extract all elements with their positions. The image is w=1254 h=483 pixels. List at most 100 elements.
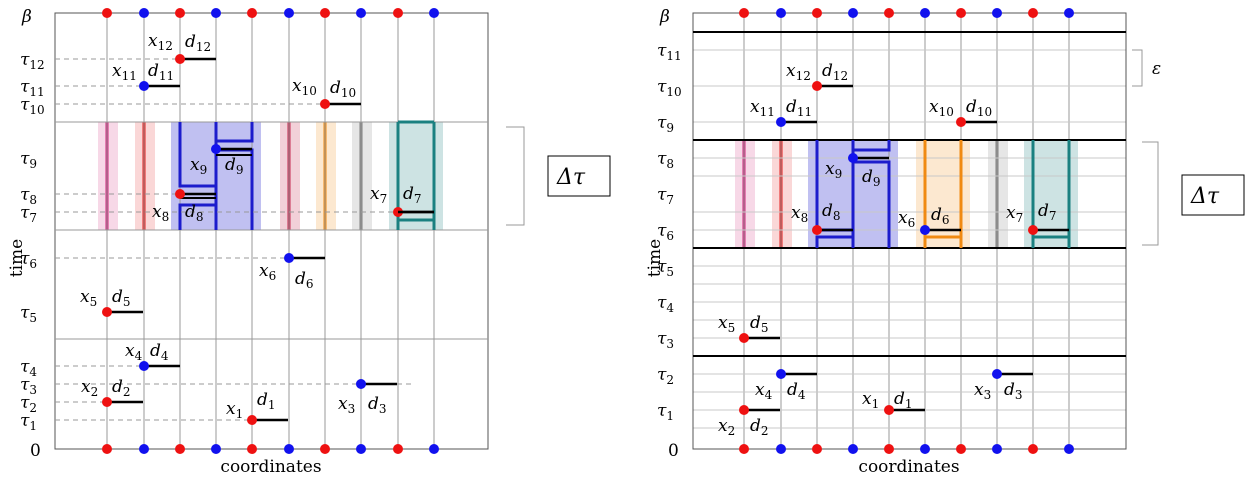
bottom-dot-left xyxy=(356,444,366,454)
y-axis-label-right: time xyxy=(645,239,665,277)
teal-block-left xyxy=(396,120,436,230)
tau-label-left: τ1 xyxy=(20,411,37,433)
point-x-label-right: x2 xyxy=(718,416,735,438)
zero-label-right: 0 xyxy=(668,441,679,461)
top-dot-left xyxy=(284,8,294,18)
event-point-left xyxy=(211,144,221,154)
point-d-label-left: d8 xyxy=(185,202,204,224)
event-point-right xyxy=(920,225,930,235)
point-d-label-left: d1 xyxy=(257,390,276,412)
top-dot-left xyxy=(393,8,403,18)
tau-label-right: τ6 xyxy=(657,221,674,243)
bottom-dot-left xyxy=(247,444,257,454)
point-d-label-right: d8 xyxy=(822,201,841,223)
top-dot-left xyxy=(211,8,221,18)
tau-label-right: τ7 xyxy=(657,185,674,207)
point-x-label-right: x9 xyxy=(825,159,842,181)
point-d-label-left: d9 xyxy=(225,155,244,177)
point-d-label-left: d6 xyxy=(295,269,314,291)
top-dot-right xyxy=(992,8,1002,18)
event-point-left xyxy=(102,307,112,317)
point-d-label-right: d9 xyxy=(862,167,881,189)
bottom-dot-left xyxy=(211,444,221,454)
bottom-dot-right xyxy=(1028,444,1038,454)
delta-box-right xyxy=(1181,174,1245,216)
tau-label-left: τ3 xyxy=(20,375,37,397)
event-point-left xyxy=(175,189,185,199)
event-point-right xyxy=(739,405,749,415)
event-point-right xyxy=(884,405,894,415)
point-x-label-left: x7 xyxy=(370,184,387,206)
tau-label-left: τ7 xyxy=(20,203,37,225)
point-x-label-left: x12 xyxy=(148,31,173,53)
top-dot-right xyxy=(956,8,966,18)
event-point-left xyxy=(139,81,149,91)
bottom-dot-right xyxy=(992,444,1002,454)
point-x-label-right: x4 xyxy=(755,380,773,402)
point-d-label-left: d5 xyxy=(112,287,131,309)
top-dot-left xyxy=(429,8,439,18)
x-axis-label-right: coordinates xyxy=(858,457,959,477)
top-dot-right xyxy=(848,8,858,18)
point-x-label-left: x3 xyxy=(338,394,355,416)
tau-label-right: τ8 xyxy=(657,149,674,171)
top-dot-right xyxy=(920,8,930,18)
point-d-label-left: d4 xyxy=(150,341,169,363)
bottom-dot-right xyxy=(884,444,894,454)
point-d-label-right: d3 xyxy=(1004,380,1023,402)
event-point-left xyxy=(320,99,330,109)
top-dot-right xyxy=(1028,8,1038,18)
point-x-label-right: x1 xyxy=(862,389,879,411)
delta-label-right: Δτ xyxy=(1190,184,1220,209)
bottom-dot-right xyxy=(739,444,749,454)
point-x-label-right: x8 xyxy=(791,203,808,225)
tau-label-right: τ10 xyxy=(657,77,682,99)
bottom-dot-left xyxy=(429,444,439,454)
bottom-dot-left xyxy=(393,444,403,454)
event-point-right xyxy=(956,117,966,127)
frame-right xyxy=(692,12,1127,450)
point-x-label-left: x9 xyxy=(190,155,207,177)
point-x-label-right: x12 xyxy=(786,61,811,83)
event-point-right xyxy=(776,369,786,379)
point-x-label-left: x2 xyxy=(81,377,98,399)
bottom-dot-left xyxy=(284,444,294,454)
bottom-dot-right xyxy=(956,444,966,454)
delta-label-left: Δτ xyxy=(556,165,586,190)
zero-label-left: 0 xyxy=(30,441,41,461)
top-dot-left xyxy=(102,8,112,18)
delta-bracket-left xyxy=(506,126,525,226)
event-point-right xyxy=(739,333,749,343)
tau-label-left: τ10 xyxy=(20,95,45,117)
event-point-right xyxy=(812,225,822,235)
blue-block-ticks-left xyxy=(180,154,252,199)
tau-label-right: τ11 xyxy=(657,41,682,63)
tau-label-right: τ5 xyxy=(657,257,674,279)
point-x-label-left: x5 xyxy=(80,287,97,309)
event-point-right xyxy=(776,117,786,127)
point-x-label-left: x1 xyxy=(226,399,243,421)
event-point-left xyxy=(175,54,185,64)
point-x-label-left: x4 xyxy=(125,341,143,363)
epsilon-label-right: ε xyxy=(1152,59,1161,79)
point-d-label-left: d10 xyxy=(330,78,356,100)
tau-label-left: τ5 xyxy=(20,303,37,325)
event-point-right xyxy=(1028,225,1038,235)
point-x-label-right: x11 xyxy=(750,97,775,119)
tau-label-left: τ2 xyxy=(20,393,37,415)
tau-label-left: τ11 xyxy=(20,77,45,99)
point-x-label-right: x10 xyxy=(929,97,954,119)
top-dot-left xyxy=(320,8,330,18)
point-d-label-left: d7 xyxy=(403,184,422,206)
point-d-label-right: d2 xyxy=(750,416,769,438)
event-point-left xyxy=(284,253,294,263)
event-point-left xyxy=(247,415,257,425)
point-x-label-left: x10 xyxy=(292,76,317,98)
top-dot-right xyxy=(776,8,786,18)
tau-label-right: τ2 xyxy=(657,365,674,387)
tau-label-right: τ1 xyxy=(657,401,674,423)
event-point-right xyxy=(848,153,858,163)
x-axis-label-left: coordinates xyxy=(220,457,321,477)
top-dot-left xyxy=(247,8,257,18)
